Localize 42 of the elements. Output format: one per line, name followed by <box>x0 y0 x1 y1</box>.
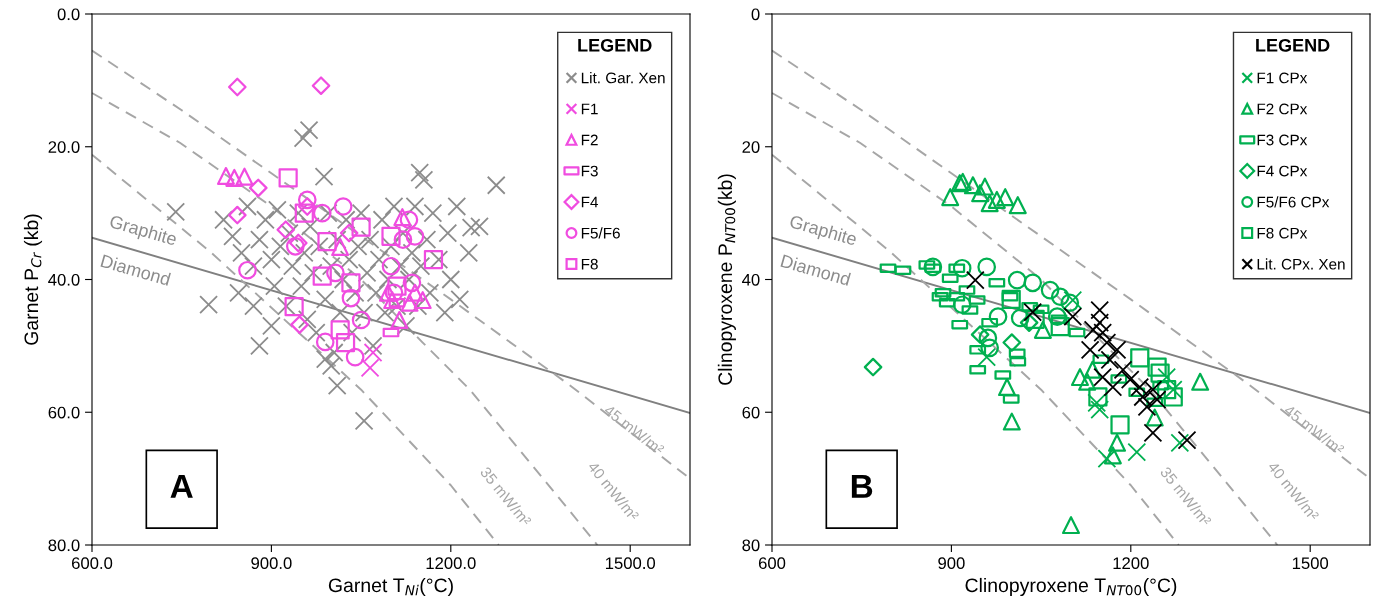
y-tick-label: 0 <box>751 8 760 21</box>
legend-label: F2 CPx <box>1257 103 1308 115</box>
legend-label: F8 CPx <box>1257 227 1308 239</box>
legend-label: F8 <box>581 258 598 270</box>
x-tick-label: 1500 <box>1292 557 1329 570</box>
y-tick-label: 80 <box>742 539 760 552</box>
x-tick-label: 1500.0 <box>605 557 656 570</box>
x-tick-label: 600.0 <box>71 557 113 570</box>
legend-label: F1 <box>581 103 598 115</box>
x-axis-title: Clinopyroxene T$_{NT00}$(°C) <box>965 577 1177 597</box>
annotation: A <box>170 474 193 498</box>
y-axis-title: Clinopyroxene P$_{NT00}$(kb) <box>717 174 736 385</box>
y-tick-label: 60 <box>742 406 760 419</box>
y-tick-label: 40 <box>742 273 760 286</box>
legend-label: F5/F6 CPx <box>1257 196 1330 208</box>
legend-title: LEGEND <box>1256 38 1330 52</box>
x-tick-label: 1200.0 <box>426 557 476 570</box>
legend-label: Lit. Gar. Xen <box>581 72 665 84</box>
y-tick-label: 0.0 <box>57 8 80 21</box>
y-axis-title: Garnet P$_{Cr}$ (kb) <box>23 214 43 345</box>
x-tick-label: 900.0 <box>251 557 292 570</box>
legend-title: LEGEND <box>578 38 652 52</box>
legend-label: F1 CPx <box>1257 72 1308 84</box>
y-tick-label: 60.0 <box>48 406 80 419</box>
y-tick-label: 80.0 <box>48 539 80 552</box>
legend-label: Lit. CPx. Xen <box>1257 258 1345 270</box>
legend-label: F3 <box>581 165 598 177</box>
legend-label: F5/F6 <box>581 227 620 239</box>
annotation: Graphite <box>108 214 178 250</box>
legend-label: F4 CPx <box>1257 165 1308 177</box>
annotation: B <box>851 474 873 498</box>
y-tick-label: 40.0 <box>48 273 80 286</box>
y-tick-label: 20 <box>742 141 760 153</box>
x-tick-label: 1200 <box>1113 557 1149 570</box>
x-tick-label: 600 <box>758 557 786 570</box>
annotation: Graphite <box>788 214 858 250</box>
legend-label: F4 <box>581 196 599 208</box>
x-tick-label: 900 <box>938 557 965 570</box>
legend-label: F2 <box>581 134 598 146</box>
legend-label: F3 CPx <box>1257 134 1308 146</box>
x-axis-title: Garnet T$_{Ni}$(°C) <box>328 577 453 597</box>
y-tick-label: 20.0 <box>48 141 80 153</box>
